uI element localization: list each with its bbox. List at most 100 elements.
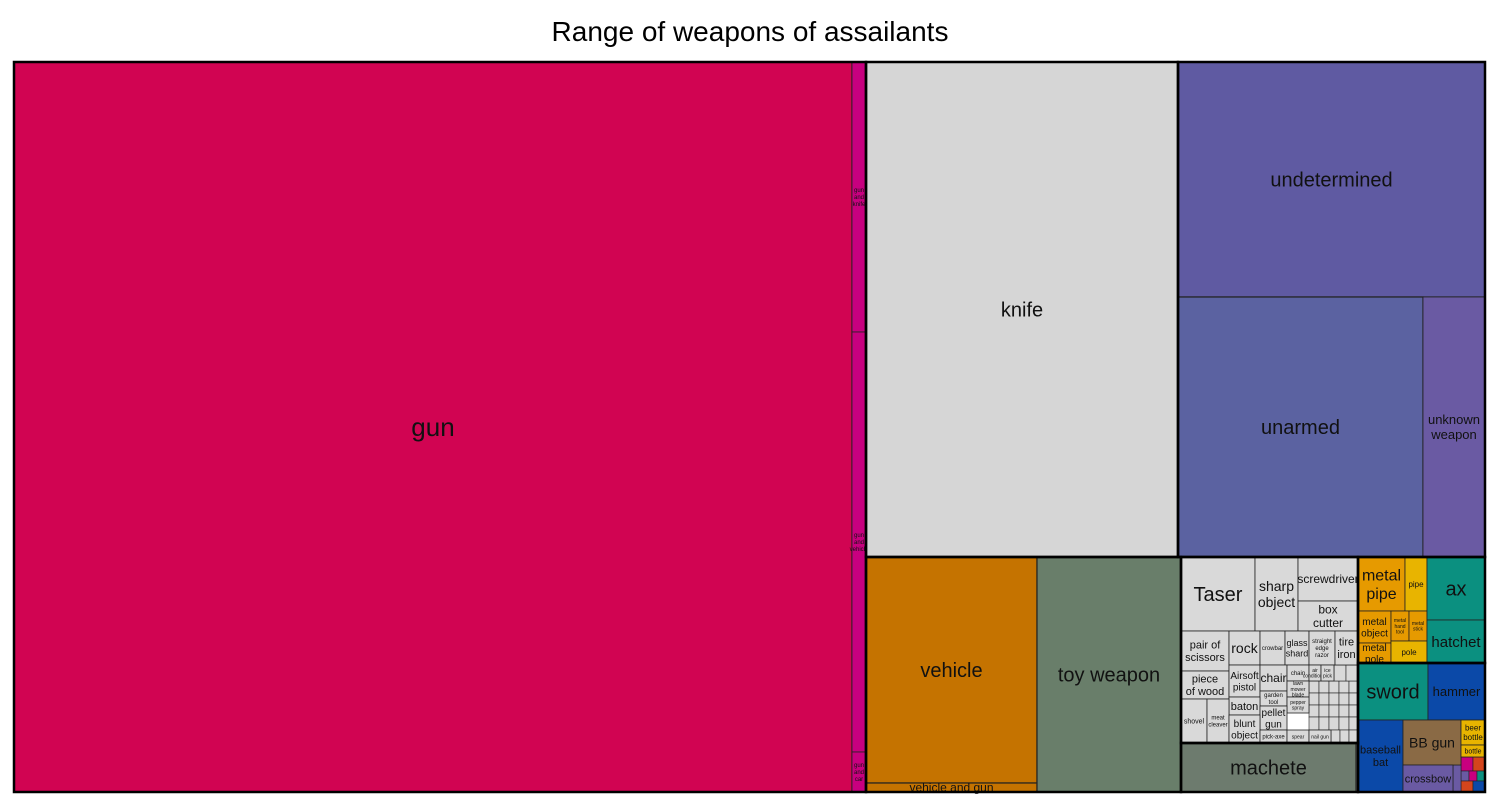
- treemap-label: metal hand tool: [1394, 618, 1406, 636]
- treemap-cell: nail gun: [1308, 729, 1332, 744]
- treemap-cell: spear: [1286, 729, 1310, 744]
- treemap-label: rock: [1231, 640, 1258, 656]
- treemap-label: BB gun: [1409, 734, 1455, 750]
- treemap-label: pole: [1401, 648, 1417, 657]
- treemap-cell: BB gun: [1402, 719, 1462, 766]
- treemap-minor-tile: [1328, 704, 1340, 718]
- treemap-label: chain: [1291, 671, 1305, 677]
- treemap-cell: unarmed: [1177, 296, 1424, 558]
- treemap-label: nail gun: [1311, 734, 1329, 740]
- treemap-cell: metal stick: [1408, 610, 1428, 642]
- treemap-label: baseball bat: [1360, 745, 1401, 770]
- treemap-label: gun: [411, 412, 454, 442]
- treemap-label: pipe: [1408, 580, 1424, 589]
- treemap-cell: blunt object: [1228, 714, 1261, 744]
- treemap-label: hammer: [1433, 684, 1481, 699]
- treemap-label: blunt object: [1231, 719, 1258, 742]
- treemap-label: bottle: [1464, 748, 1481, 755]
- treemap-label: unknown weapon: [1428, 412, 1480, 442]
- treemap-minor-tile: [1330, 729, 1341, 744]
- treemap-label: meat cleaver: [1208, 716, 1227, 729]
- treemap-tile: [1297, 556, 1359, 602]
- treemap-cell: sword: [1357, 662, 1429, 721]
- treemap-cell: meat cleaver: [1206, 698, 1230, 744]
- treemap-tile: [1357, 556, 1406, 612]
- treemap-minor-tile: [1348, 704, 1359, 718]
- treemap-cell: pick-axe: [1259, 729, 1288, 744]
- treemap-minor-tile: [1468, 770, 1478, 782]
- treemap-label: air conditioner: [1303, 668, 1328, 680]
- treemap-tile: [13, 61, 853, 793]
- treemap-label: sharp object: [1258, 578, 1295, 610]
- treemap-label: vehicle: [920, 660, 982, 682]
- treemap-minor-tile: [1452, 764, 1462, 793]
- treemap-cell: undetermined: [1177, 61, 1486, 298]
- treemap-minor-tile: [1308, 692, 1320, 706]
- treemap-label: pair of scissors: [1185, 640, 1225, 665]
- treemap-cell: straight edge razor: [1308, 630, 1336, 666]
- treemap-cell: beer bottle: [1460, 719, 1486, 746]
- treemap-cell: metal pipe: [1357, 556, 1406, 612]
- treemap-label: gun and car: [854, 763, 864, 783]
- treemap-cell: tire iron: [1334, 630, 1359, 666]
- treemap-cell: glass shard: [1284, 630, 1310, 666]
- treemap-label: undetermined: [1270, 170, 1392, 192]
- treemap-label: chair: [1260, 671, 1286, 685]
- treemap-cell: hatchet: [1426, 619, 1486, 664]
- treemap-tile: [1402, 764, 1454, 793]
- treemap-label: straight edge razor: [1312, 639, 1332, 659]
- treemap-tile: [1177, 296, 1424, 558]
- treemap-cell: metal object: [1357, 610, 1392, 644]
- treemap-cell: metal hand tool: [1390, 610, 1410, 642]
- treemap-tile: [1402, 719, 1462, 766]
- treemap-label: unarmed: [1261, 417, 1340, 439]
- treemap-tile: [1460, 719, 1486, 746]
- treemap-cell: baton: [1228, 696, 1261, 716]
- treemap-minor-tile: [1472, 756, 1486, 772]
- treemap-cell: screwdriver: [1297, 556, 1359, 602]
- treemap-label: screwdriver: [1297, 572, 1358, 586]
- treemap-tile: [1036, 556, 1182, 793]
- treemap-cell: gun: [13, 61, 853, 793]
- treemap-minor-tile: [1328, 692, 1340, 706]
- treemap-minor-tile: [1308, 680, 1320, 694]
- treemap-label: sword: [1366, 682, 1419, 704]
- treemap-cell: Airsoft pistol: [1228, 664, 1261, 698]
- treemap-cell: pepper spray: [1286, 696, 1310, 714]
- treemap-cell: pole: [1390, 640, 1428, 664]
- treemap-label: pellet gun: [1262, 708, 1286, 731]
- treemap-cell: pellet gun: [1259, 705, 1288, 731]
- treemap-minor-tile: [1339, 729, 1350, 744]
- treemap-label: knife: [1001, 300, 1043, 322]
- treemap-minor-tile: [1460, 756, 1474, 772]
- treemap-tile: [1228, 630, 1261, 666]
- treemap-label: crowbar: [1262, 646, 1283, 652]
- treemap-tile: [1180, 698, 1208, 744]
- treemap-label: metal object: [1361, 617, 1388, 640]
- treemap-label: metal pole: [1362, 643, 1386, 666]
- treemap-label: shovel: [1184, 718, 1205, 725]
- treemap-cell: gun and car: [851, 751, 867, 793]
- treemap-label: spear: [1292, 734, 1305, 740]
- treemap-minor-tile: [1345, 664, 1359, 682]
- treemap-cell: chair: [1259, 664, 1288, 692]
- treemap-tile: [1177, 61, 1486, 298]
- treemap-minor-tile: [1318, 704, 1330, 718]
- treemap-label: garden tool: [1264, 693, 1283, 706]
- treemap-label: crossbow: [1405, 773, 1452, 785]
- treemap-minor-tile: [1338, 704, 1350, 718]
- treemap-cell: unknown weapon: [1422, 296, 1486, 558]
- treemap-tile: [1228, 714, 1261, 744]
- treemap-cell: hammer: [1427, 662, 1486, 721]
- treemap-tile: [1259, 664, 1288, 692]
- treemap-cell: rock: [1228, 630, 1261, 666]
- treemap-cell: bottle: [1460, 744, 1486, 758]
- treemap-tile: [1320, 664, 1335, 682]
- treemap-minor-tile: [1348, 716, 1359, 731]
- treemap-label: Airsoft pistol: [1230, 671, 1259, 694]
- treemap-minor-tile: [1460, 780, 1474, 793]
- treemap-label: piece of wood: [1186, 674, 1225, 699]
- treemap-label: gun and knife: [853, 188, 866, 208]
- treemap-cell: gun and knife: [851, 61, 867, 333]
